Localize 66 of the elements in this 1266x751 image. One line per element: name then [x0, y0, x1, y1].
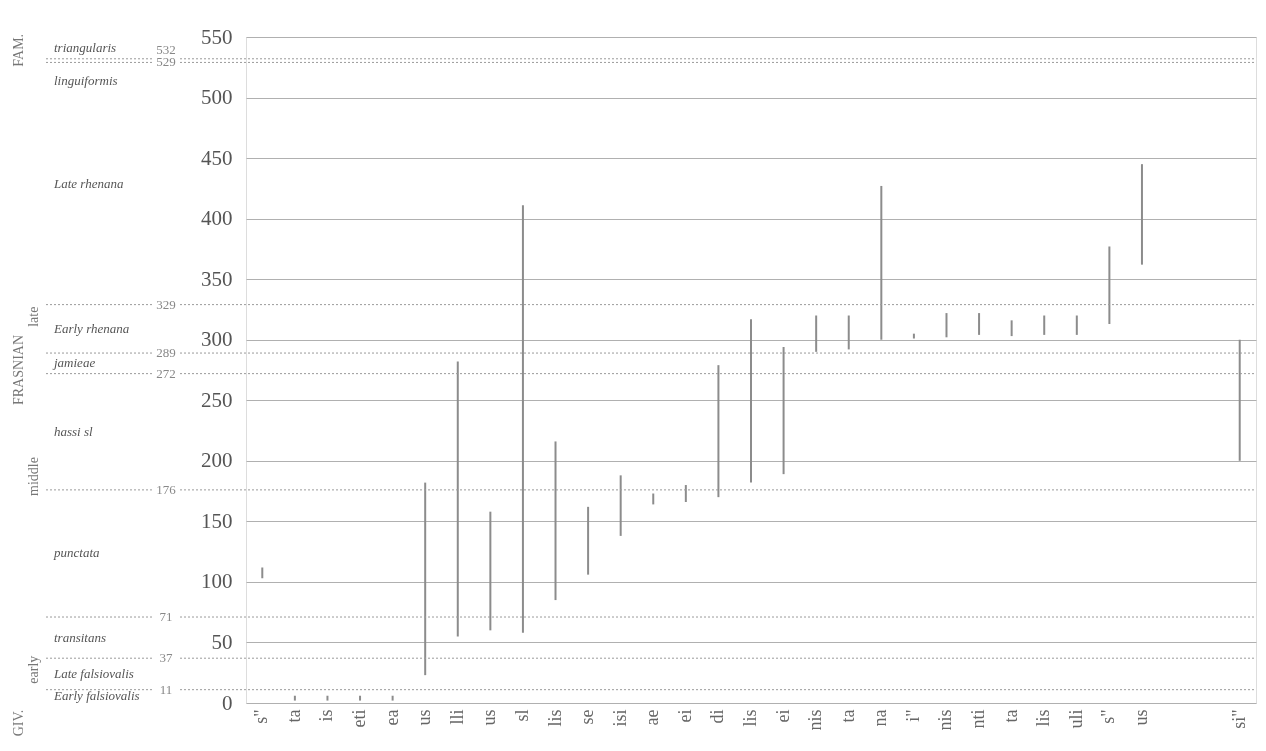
- y-tick-label: 500: [201, 85, 233, 110]
- text: transitans: [54, 629, 107, 645]
- ref-line-label: 272: [156, 365, 176, 381]
- x-tick-label: di: [707, 709, 728, 724]
- text: Early rhenana: [53, 320, 130, 336]
- text: linguiformis: [54, 72, 118, 88]
- text: FAM.: [11, 33, 26, 67]
- x-tick-label: se: [577, 709, 598, 725]
- x-tick-label: us: [479, 709, 500, 726]
- y-tick-label: 300: [201, 327, 233, 352]
- x-tick-label: us: [1130, 709, 1151, 726]
- text: hassi sl: [54, 423, 94, 439]
- ref-line-label: 529: [156, 54, 176, 70]
- x-tick-label: nis: [805, 709, 826, 731]
- x-tick-label: ae: [642, 709, 663, 726]
- x-tick-label: lis: [1033, 709, 1054, 727]
- y-tick-label: 350: [201, 266, 233, 291]
- text: punctata: [53, 545, 100, 561]
- ref-line-label: 37: [159, 650, 173, 666]
- y-tick-label: 200: [201, 448, 233, 473]
- x-tick-label: ta: [1000, 709, 1021, 723]
- ref-line-label: 329: [156, 296, 176, 312]
- x-tick-label: eti: [349, 709, 370, 728]
- y-tick-label: 250: [201, 387, 233, 412]
- text: FRASNIAN: [11, 334, 26, 406]
- x-tick-label: s": [1098, 709, 1119, 724]
- x-tick-label: lis: [544, 709, 565, 727]
- text: Early falsiovalis: [53, 688, 140, 704]
- x-tick-label: i": [902, 709, 923, 722]
- y-tick-label: 150: [201, 508, 233, 533]
- text: early: [26, 655, 41, 684]
- x-tick-label: lli: [446, 709, 467, 725]
- ref-line-label: 289: [156, 345, 176, 361]
- text: GIV.: [11, 709, 26, 737]
- y-tick-label: 400: [201, 206, 233, 231]
- text: jamieae: [52, 355, 96, 371]
- text: Late falsiovalis: [53, 665, 134, 681]
- text: middle: [26, 457, 41, 497]
- x-tick-label: us: [414, 709, 435, 726]
- text: late: [26, 306, 41, 327]
- x-tick-label: uli: [1065, 709, 1086, 729]
- x-tick-label: na: [870, 709, 891, 727]
- y-tick-label: 0: [222, 690, 233, 715]
- x-tick-label: sl: [511, 709, 532, 722]
- text: Late rhenana: [53, 175, 124, 191]
- x-tick-label: si": [1228, 709, 1249, 729]
- y-tick-label: 100: [201, 569, 233, 594]
- x-tick-label: ei: [674, 709, 695, 723]
- x-tick-label: ea: [381, 709, 402, 726]
- x-tick-label: nti: [968, 709, 989, 729]
- x-tick-label: s": [251, 709, 272, 724]
- y-tick-label: 550: [201, 24, 233, 49]
- x-tick-label: nis: [935, 709, 956, 731]
- y-tick-label: 450: [201, 145, 233, 170]
- x-tick-label: isi: [609, 709, 630, 727]
- x-tick-label: is: [316, 709, 337, 722]
- ref-line-label: 532: [156, 41, 176, 57]
- x-tick-label: ta: [837, 709, 858, 723]
- ref-line-label: 71: [159, 609, 173, 625]
- y-tick-label: 50: [211, 629, 233, 654]
- x-tick-label: ta: [283, 709, 304, 723]
- ref-line-label: 176: [156, 481, 177, 497]
- ref-line-label: 11: [159, 681, 173, 697]
- x-tick-label: lis: [740, 709, 760, 727]
- text: triangularis: [54, 39, 117, 55]
- x-tick-label: ei: [772, 709, 793, 723]
